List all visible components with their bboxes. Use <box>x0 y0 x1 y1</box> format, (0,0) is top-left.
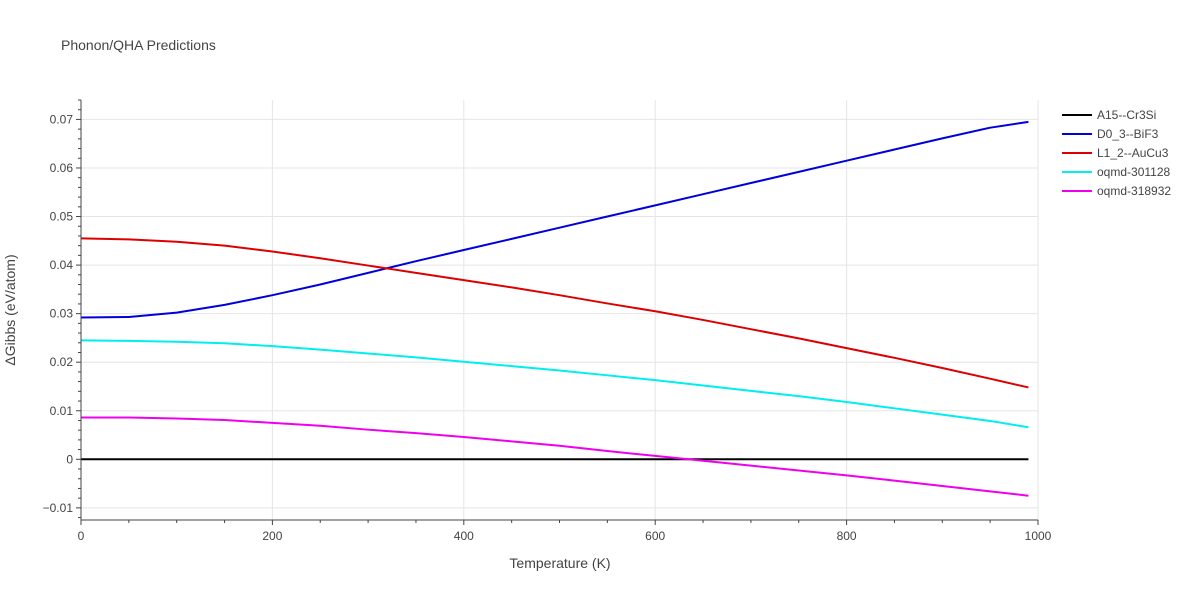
series-line-l1-2-aucu3[interactable] <box>80 237 1029 389</box>
x-tick-label: 200 <box>262 529 282 543</box>
y-tick-label: −0.01 <box>43 501 74 515</box>
y-tick-label: 0.07 <box>50 112 74 126</box>
legend-label-l1-2-aucu3[interactable]: L1_2--AuCu3 <box>1097 146 1169 160</box>
y-tick-label: 0.04 <box>50 258 74 272</box>
x-tick-label: 1000 <box>1025 529 1052 543</box>
series-line-oqmd-301128[interactable] <box>80 339 1029 429</box>
y-tick-label: 0 <box>66 452 73 466</box>
y-tick-label: 0.02 <box>50 355 74 369</box>
y-tick-label: 0.01 <box>50 404 74 418</box>
y-tick-label: 0.03 <box>50 307 74 321</box>
x-tick-label: 0 <box>78 529 85 543</box>
x-tick-label: 400 <box>454 529 474 543</box>
legend-label-oqmd-318932[interactable]: oqmd-318932 <box>1097 184 1171 198</box>
series-lines[interactable] <box>80 120 1029 497</box>
y-tick-label: 0.06 <box>50 161 74 175</box>
x-tick-label: 600 <box>645 529 665 543</box>
y-tick-label: 0.05 <box>50 210 74 224</box>
y-axis-title: ΔGibbs (eV/atom) <box>2 254 18 365</box>
axes: 0 200 400 600 800 1000 −0.01 0 0.01 0.02 0.03 0.04 0… <box>43 99 1052 543</box>
legend[interactable]: A15--Cr3Si D0_3--BiF3 L1_2--AuCu3 oqmd-3011… <box>1062 108 1171 198</box>
chart-title: Phonon/QHA Predictions <box>61 37 216 53</box>
grid <box>81 100 1039 520</box>
series-line-d0-3-bif3[interactable] <box>80 120 1029 319</box>
series-line-oqmd-318932[interactable] <box>81 416 1029 497</box>
x-tick-label: 800 <box>837 529 857 543</box>
legend-label-oqmd-301128[interactable]: oqmd-301128 <box>1097 165 1170 179</box>
legend-label-d0-3-bif3[interactable]: D0_3--BiF3 <box>1097 127 1159 141</box>
legend-label-a15-cr3si[interactable]: A15--Cr3Si <box>1097 108 1156 122</box>
x-axis-title: Temperature (K) <box>509 555 610 571</box>
